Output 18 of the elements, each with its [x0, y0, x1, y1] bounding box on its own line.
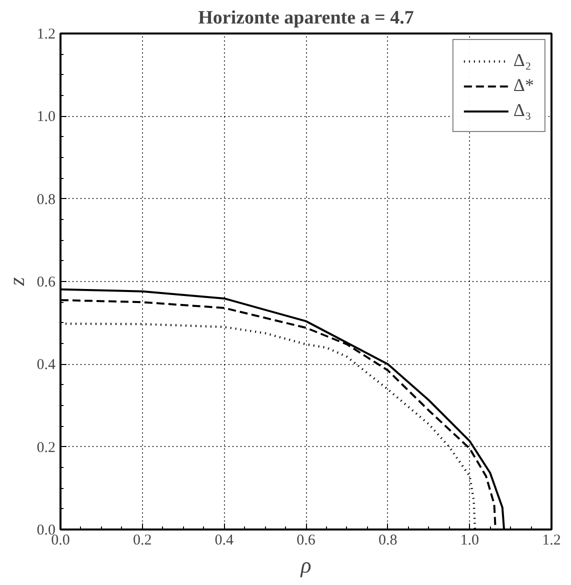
x-tick-label: 0.2 [132, 532, 152, 548]
y-tick-label: 0.4 [36, 357, 56, 374]
x-tick-label: 0.6 [296, 532, 316, 548]
x-tick-label: 0.8 [378, 532, 398, 548]
x-tick-label: 1.0 [460, 532, 480, 548]
x-tick-label: 0.4 [214, 532, 234, 548]
y-axis-title: z [4, 276, 29, 287]
y-tick-label: 0.6 [36, 274, 56, 290]
y-tick-label: 0.2 [36, 440, 56, 456]
legend-label: Δ* [513, 75, 534, 96]
y-tick-label: 1.2 [36, 26, 56, 42]
x-tick-label: 1.2 [542, 532, 561, 548]
y-tick-label: 1.0 [36, 109, 56, 126]
y-tick-label: 0.8 [36, 192, 56, 208]
legend-label: Δ₂ [513, 50, 532, 71]
legend-label: Δ₃ [513, 100, 532, 121]
chart-title: Horizonte aparente a = 4.7 [198, 8, 414, 28]
x-axis-title: ρ [300, 552, 312, 578]
